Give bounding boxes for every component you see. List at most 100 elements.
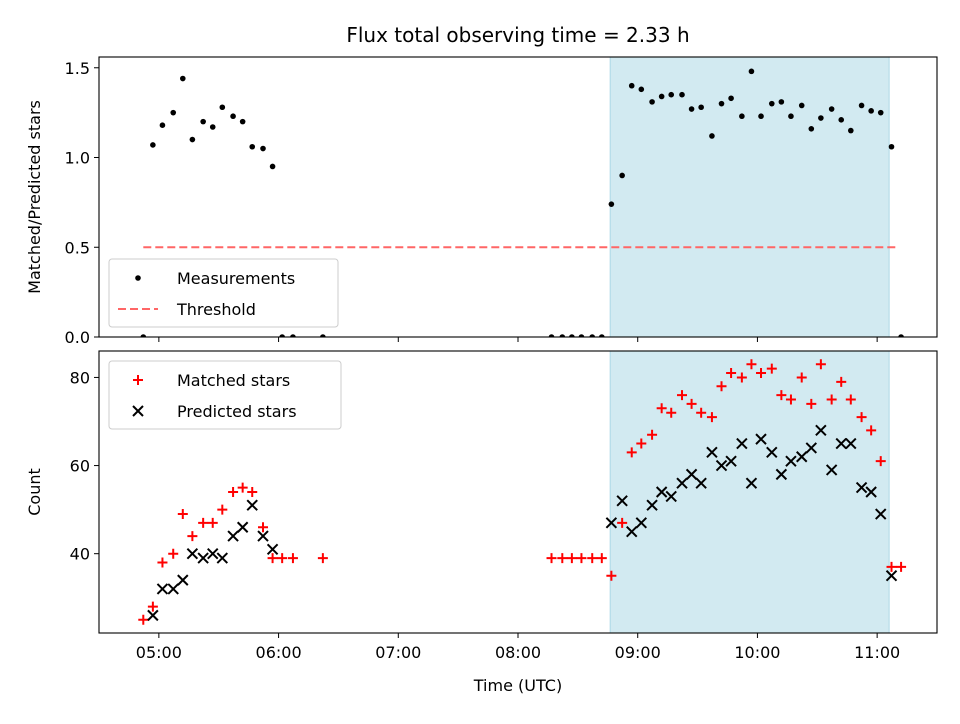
matched-stars-point bbox=[836, 376, 847, 387]
measurements-point bbox=[320, 334, 326, 337]
matched-stars-point bbox=[666, 407, 677, 418]
matched-stars-point bbox=[596, 553, 607, 564]
predicted-stars-point bbox=[236, 521, 249, 533]
predicted-stars-point bbox=[755, 433, 767, 445]
measurements-point bbox=[768, 100, 775, 107]
predicted-stars-point bbox=[706, 446, 718, 459]
measurements-point bbox=[548, 334, 555, 337]
predicted-stars-point bbox=[655, 486, 668, 498]
predicted-stars-point bbox=[815, 424, 827, 437]
measurements-point bbox=[628, 82, 635, 89]
predicted-stars-point bbox=[796, 451, 808, 463]
measurements-point bbox=[159, 122, 166, 129]
predicted-stars-point bbox=[605, 517, 618, 529]
matched-stars-point bbox=[267, 553, 278, 564]
matched-stars-point bbox=[626, 447, 637, 458]
measurements-point bbox=[569, 334, 575, 337]
predicted-stars-point bbox=[775, 468, 788, 481]
legend-marker-matched-stars bbox=[133, 375, 143, 385]
x-tick-label: 11:00 bbox=[854, 643, 900, 662]
chart-title: Flux total observing time = 2.33 h bbox=[346, 23, 689, 47]
matched-stars-point bbox=[617, 517, 628, 528]
legend-frame bbox=[108, 360, 342, 430]
predicted-stars-point bbox=[186, 547, 199, 560]
measurements-point bbox=[828, 106, 835, 112]
y-tick-label: 40 bbox=[70, 545, 90, 564]
predicted-stars-point bbox=[845, 437, 857, 450]
measurements-point bbox=[868, 108, 874, 114]
predicted-stars-point bbox=[646, 499, 658, 511]
measurements-point bbox=[788, 113, 794, 120]
ratio-panel: 0.0 0.5 1.0 1.5 Matched/Predicted stars Measu… bbox=[25, 56, 938, 347]
x-tick-label: 08:00 bbox=[495, 643, 541, 662]
measurements-point bbox=[638, 86, 645, 93]
measurements-point bbox=[848, 127, 854, 134]
measurements-point bbox=[578, 334, 585, 337]
measurements-point bbox=[189, 136, 196, 143]
legend-label-predicted-stars: Predicted stars bbox=[177, 402, 297, 421]
measurements-point bbox=[249, 143, 256, 150]
matched-stars-point bbox=[177, 509, 188, 520]
measurements-point bbox=[260, 145, 266, 152]
predicted-stars-point bbox=[227, 530, 239, 542]
predicted-stars-point bbox=[626, 525, 638, 538]
predicted-stars-point bbox=[725, 455, 737, 467]
measurements-point bbox=[739, 113, 745, 120]
matched-stars-point bbox=[258, 522, 269, 533]
matched-stars-point bbox=[147, 601, 158, 612]
matched-stars-point bbox=[856, 412, 867, 423]
matched-stars-point bbox=[845, 394, 856, 405]
predicted-stars-point bbox=[216, 552, 229, 564]
matched-stars-point bbox=[576, 553, 587, 564]
measurements-point bbox=[209, 124, 216, 130]
matched-stars-point bbox=[168, 548, 179, 559]
count-panel: 40 60 80 05:00 06:00 07:00 08:00 09:00 10:00 11:0… bbox=[25, 350, 938, 695]
panel-data bbox=[138, 359, 907, 625]
y-tick-label: 1.0 bbox=[65, 149, 90, 168]
predicted-stars-point bbox=[266, 543, 279, 555]
matched-stars-point bbox=[198, 517, 209, 528]
y-tick-label: 60 bbox=[70, 457, 90, 476]
matched-stars-point bbox=[237, 482, 248, 493]
measurements-point bbox=[888, 143, 895, 150]
measurements-point bbox=[778, 99, 785, 105]
legend-label-matched-stars: Matched stars bbox=[177, 371, 290, 390]
legend: Measurements Threshold bbox=[108, 258, 339, 328]
y-tick-label: 80 bbox=[70, 368, 90, 387]
matched-stars-point bbox=[706, 412, 717, 423]
measurements-point bbox=[679, 91, 685, 98]
predicted-stars-point bbox=[246, 499, 258, 511]
measurements-point bbox=[219, 104, 226, 111]
predicted-stars-point bbox=[156, 583, 169, 595]
measurements-point bbox=[608, 201, 615, 207]
measurements-point bbox=[798, 102, 805, 109]
predicted-stars-point bbox=[147, 609, 159, 622]
predicted-stars-point bbox=[885, 570, 898, 582]
measurements-point bbox=[649, 99, 655, 105]
matched-stars-point bbox=[546, 553, 557, 564]
measurements-point bbox=[818, 115, 824, 121]
matched-stars-point bbox=[886, 561, 897, 572]
predicted-stars-point bbox=[865, 486, 877, 498]
y-axis-label: Count bbox=[25, 468, 44, 516]
measurements-point bbox=[758, 113, 764, 120]
matched-stars-point bbox=[287, 553, 298, 564]
legend-label-threshold: Threshold bbox=[176, 300, 256, 319]
matched-stars-point bbox=[557, 553, 568, 564]
measurements-point bbox=[838, 117, 845, 123]
y-tick-label: 0.0 bbox=[65, 328, 90, 347]
predicted-stars-point bbox=[875, 508, 887, 520]
matched-stars-point bbox=[277, 553, 288, 564]
matched-stars-point bbox=[217, 504, 228, 515]
measurements-point bbox=[180, 75, 186, 82]
measurements-point bbox=[858, 102, 865, 109]
measurements-point bbox=[877, 109, 884, 116]
matched-stars-point bbox=[756, 368, 767, 379]
legend-frame bbox=[108, 258, 339, 328]
x-axis-label: Time (UTC) bbox=[473, 676, 562, 695]
matched-stars-point bbox=[187, 531, 198, 542]
measurements-point bbox=[728, 95, 734, 102]
measurements-point bbox=[170, 109, 177, 116]
matched-stars-point bbox=[566, 553, 577, 564]
measurements-point bbox=[808, 125, 815, 132]
